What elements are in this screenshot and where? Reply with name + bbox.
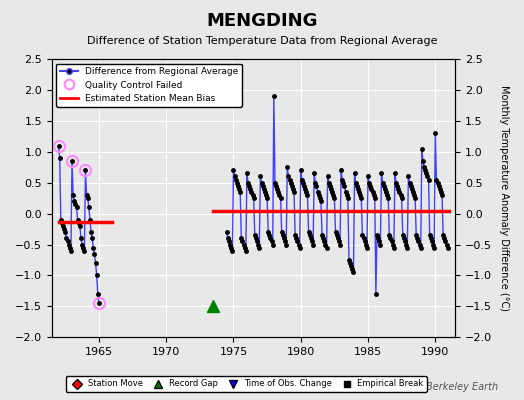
Y-axis label: Monthly Temperature Anomaly Difference (°C): Monthly Temperature Anomaly Difference (… [499,85,509,311]
Text: Difference of Station Temperature Data from Regional Average: Difference of Station Temperature Data f… [87,36,437,46]
Legend: Difference from Regional Average, Quality Control Failed, Estimated Station Mean: Difference from Regional Average, Qualit… [57,64,242,107]
Legend: Station Move, Record Gap, Time of Obs. Change, Empirical Break: Station Move, Record Gap, Time of Obs. C… [66,376,427,392]
Text: Berkeley Earth: Berkeley Earth [425,382,498,392]
Text: MENGDING: MENGDING [206,12,318,30]
